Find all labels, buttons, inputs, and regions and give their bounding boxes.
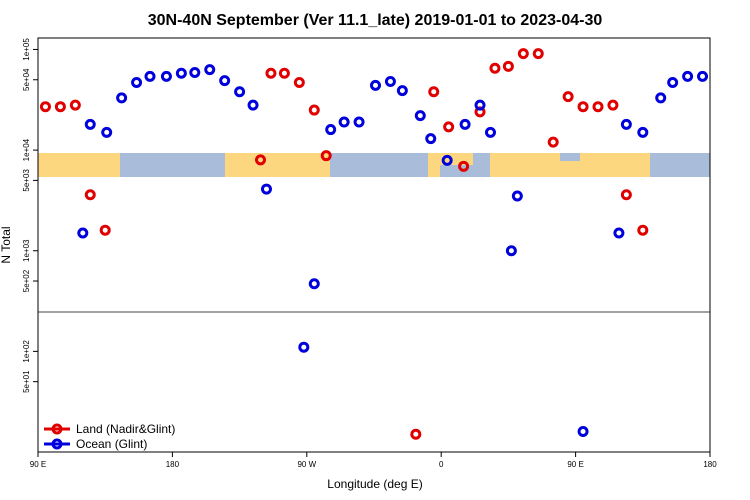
point [293,76,305,88]
point [99,224,111,236]
point [547,136,559,148]
point [84,189,96,201]
point [441,154,453,166]
point [247,99,259,111]
point [325,124,337,136]
point [384,76,396,88]
point [502,60,514,72]
point [219,75,231,87]
point [69,99,81,111]
point [260,183,272,195]
point [278,67,290,79]
point [697,70,709,82]
point [425,133,437,145]
point [255,154,267,166]
point [655,92,667,104]
point [443,121,455,133]
point [428,86,440,98]
point [265,67,277,79]
point [308,104,320,116]
point [517,48,529,60]
point [474,99,486,111]
plot-frame [37,37,711,453]
point [682,70,694,82]
point [298,341,310,353]
point [116,92,128,104]
point [144,70,156,82]
point [607,99,619,111]
point [637,126,649,138]
point [577,101,589,113]
point [637,224,649,236]
point [77,227,89,239]
x-axis-label: Longitude (deg E) [327,477,422,491]
point [484,126,496,138]
point [54,101,66,113]
x-tick-label: 90 E [567,460,583,469]
point [101,126,113,138]
point [369,79,381,91]
point [338,116,350,128]
y-tick-label: 1e+03 [22,239,31,262]
y-tick-label: 5e+02 [22,269,31,292]
point [353,116,365,128]
legend-marker [51,423,63,435]
point [511,190,523,202]
point [39,101,51,113]
x-tick-label: 180 [166,460,180,469]
point [410,428,422,440]
point [308,278,320,290]
point [175,67,187,79]
chart-title: 30N-40N September (Ver 11.1_late) 2019-0… [148,12,603,29]
x-tick-label: 90 E [30,460,46,469]
y-tick-label: 1e+04 [22,138,31,161]
point [414,110,426,122]
point [84,118,96,130]
point [562,91,574,103]
point [667,76,679,88]
point [620,189,632,201]
point [459,118,471,130]
x-tick-label: 90 W [297,460,316,469]
point [320,150,332,162]
point [620,118,632,130]
point [613,227,625,239]
point [489,62,501,74]
y-tick-label: 1e+05 [22,38,31,61]
point [505,245,517,257]
point [234,86,246,98]
y-axis-label: N Total [0,226,13,263]
legend-label: Ocean (Glint) [76,437,147,451]
point [131,76,143,88]
point [160,70,172,82]
x-tick-label: 180 [703,460,717,469]
point [396,85,408,97]
point [532,48,544,60]
point [577,425,589,437]
y-tick-label: 5e+04 [22,68,31,91]
y-tick-label: 5e+03 [22,169,31,192]
point [592,101,604,113]
y-tick-label: 5e+01 [22,370,31,393]
point [204,64,216,76]
legend-marker [51,438,63,450]
point [189,67,201,79]
map-strip [38,153,710,177]
legend-label: Land (Nadir&Glint) [76,422,175,436]
y-tick-label: 1e+02 [22,340,31,363]
x-tick-label: 0 [439,460,444,469]
point [458,160,470,172]
